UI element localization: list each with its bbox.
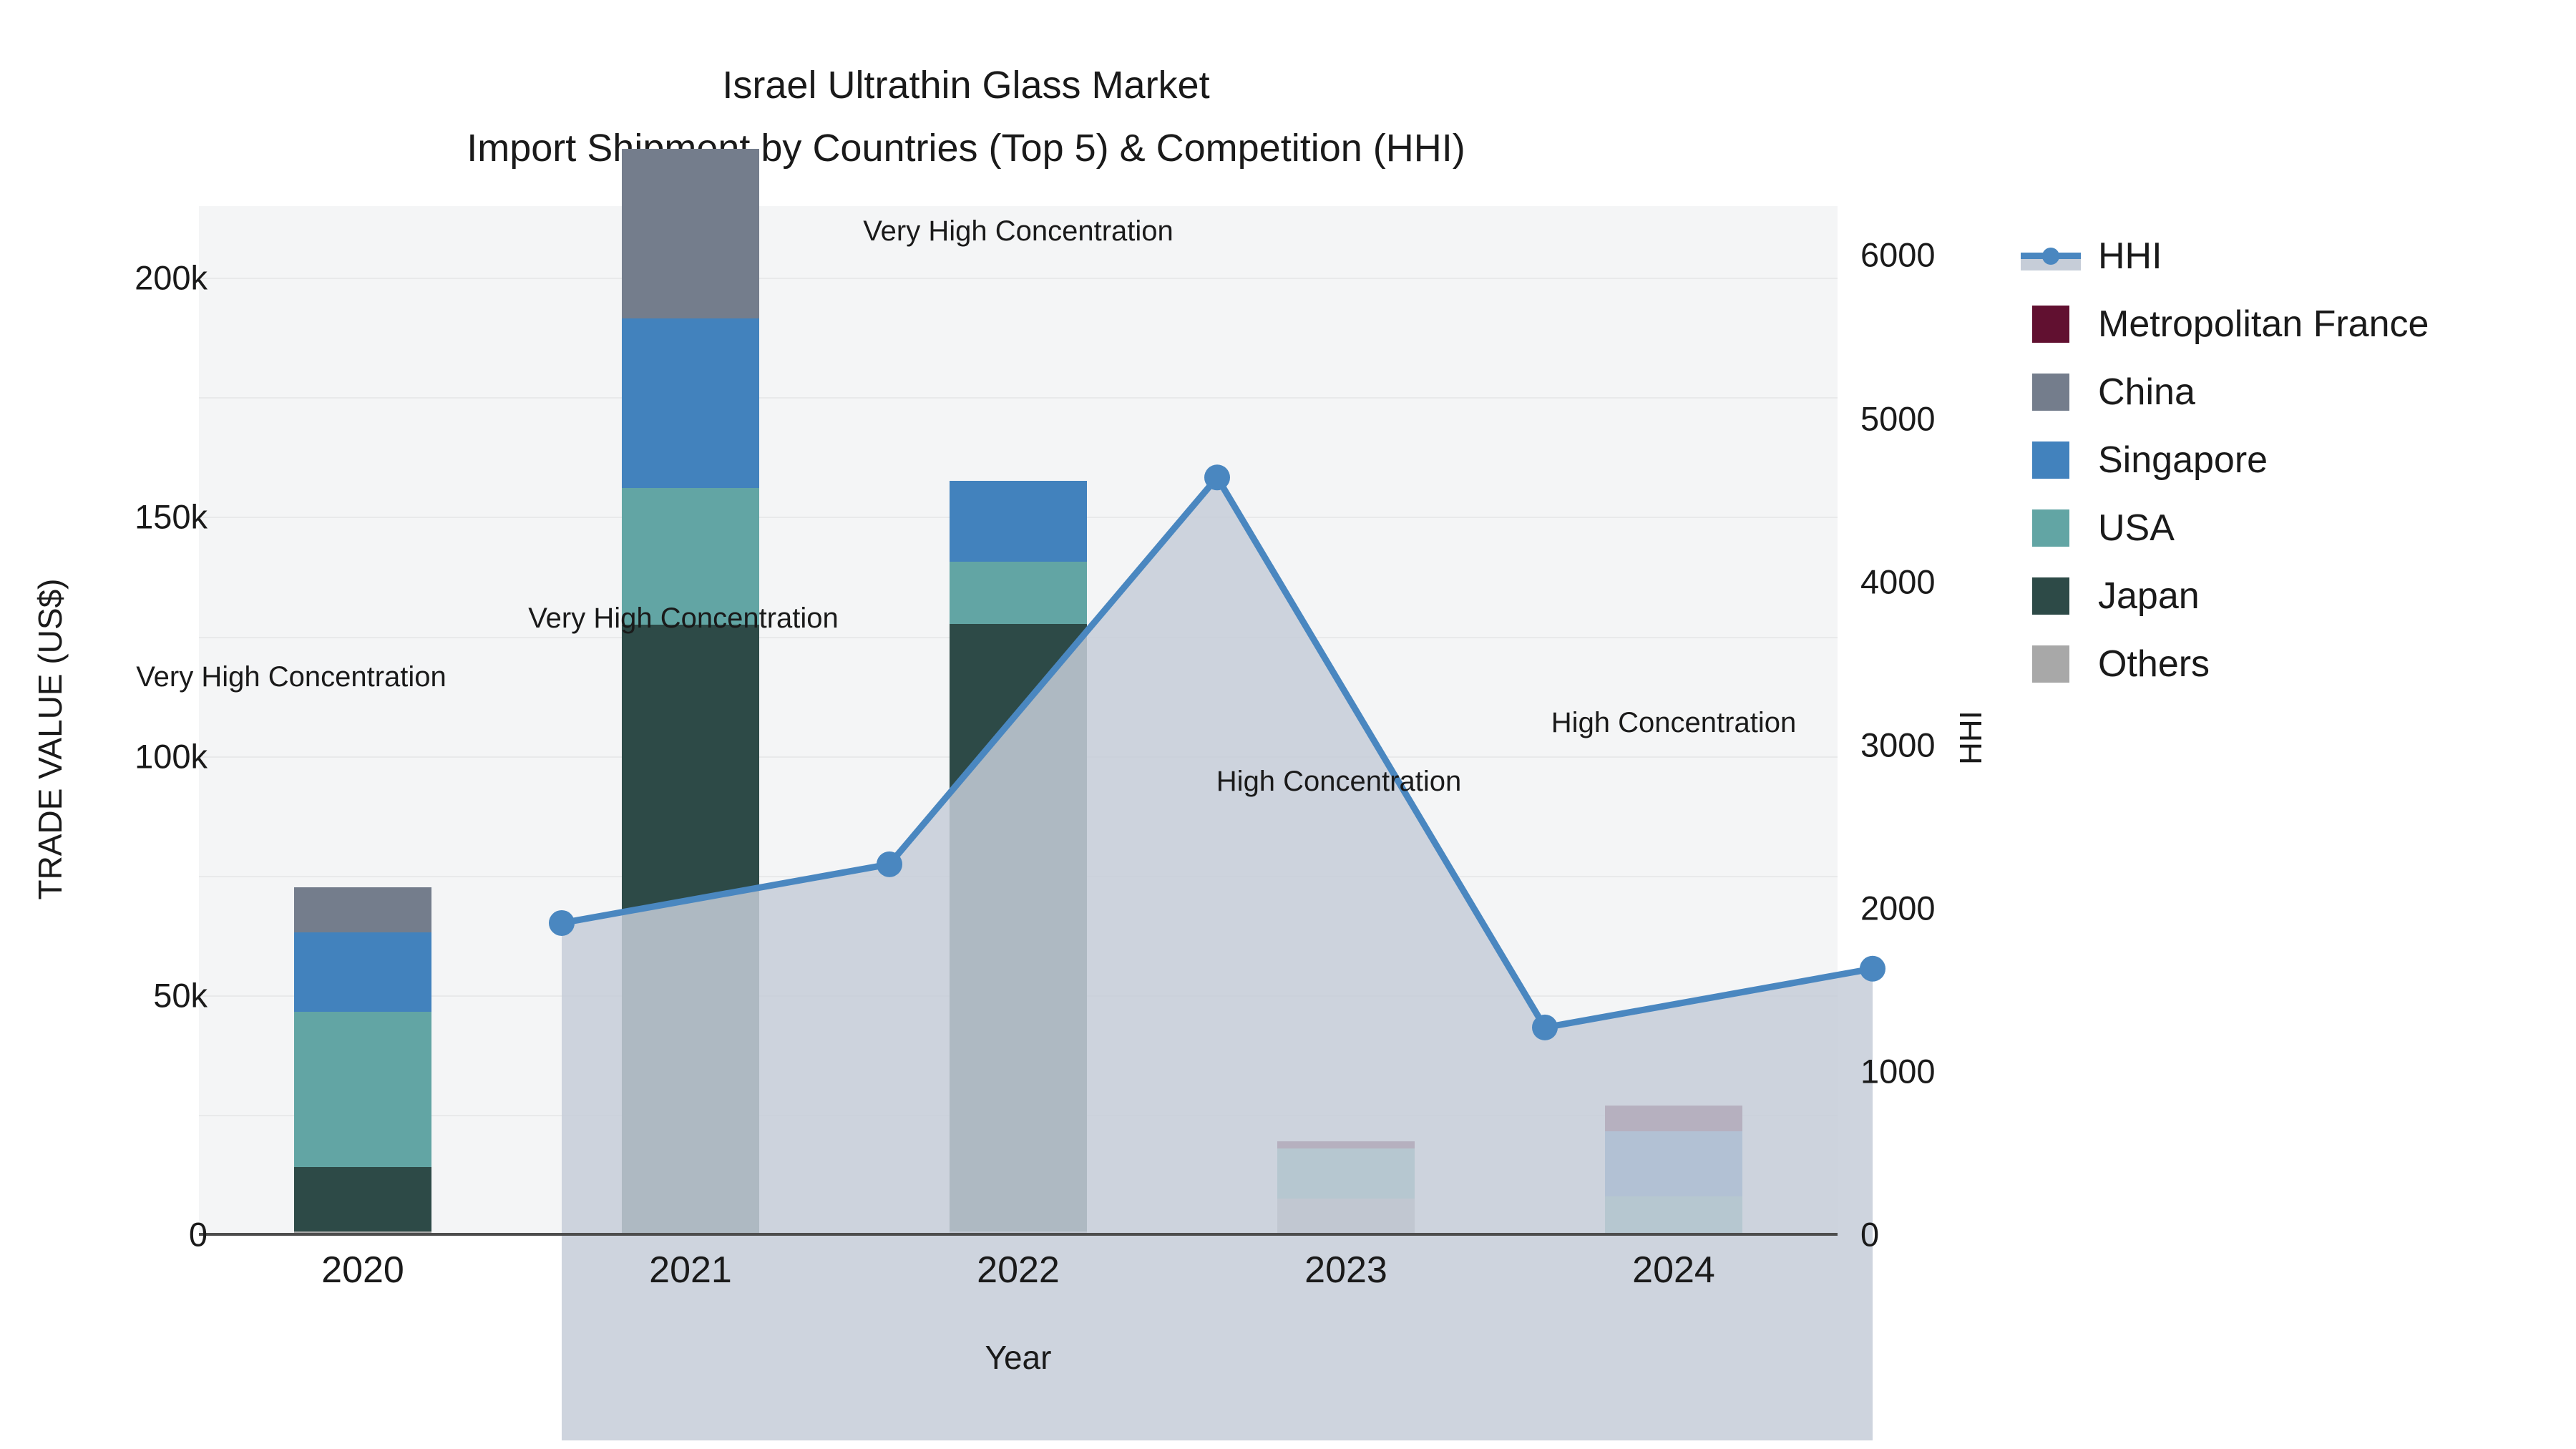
x-tick-2020: 2020 xyxy=(321,1249,404,1291)
hhi-marker-2023[interactable] xyxy=(1532,1014,1558,1040)
legend-item-china[interactable]: China xyxy=(2032,358,2562,426)
legend-swatch-icon xyxy=(2032,645,2069,683)
y-tick-left-100k: 100k xyxy=(135,737,208,776)
bar-segment-china[interactable] xyxy=(293,887,432,933)
legend-swatch-icon xyxy=(2032,305,2069,343)
hhi-area-fill xyxy=(562,477,1873,1441)
chart-title-line-1: Israel Ultrathin Glass Market xyxy=(722,64,1210,107)
legend-item-others[interactable]: Others xyxy=(2032,630,2562,698)
plot-area xyxy=(199,148,1885,1441)
y-tick-right-2000: 2000 xyxy=(1860,889,1936,927)
y-tick-right-5000: 5000 xyxy=(1860,399,1936,438)
bar-segment-singapore[interactable] xyxy=(949,480,1088,562)
legend-swatch-icon xyxy=(2032,441,2069,479)
legend-item-label: HHI xyxy=(2098,235,2162,277)
bar-segment-usa[interactable] xyxy=(621,488,760,625)
annotation-2023: High Concentration xyxy=(1216,765,1462,797)
annotation-2022: Very High Concentration xyxy=(863,215,1174,248)
hhi-marker-2022[interactable] xyxy=(1204,464,1230,491)
y-axis-left-label: TRADE VALUE (US$) xyxy=(31,578,69,900)
y-tick-right-3000: 3000 xyxy=(1860,726,1936,764)
legend-item-label: Japan xyxy=(2098,575,2200,617)
hhi-marker-2024[interactable] xyxy=(1860,955,1885,982)
x-tick-2023: 2023 xyxy=(1304,1249,1387,1291)
x-axis-label: Year xyxy=(985,1339,1052,1376)
hhi-line-overlay xyxy=(549,464,1885,1441)
chart-title-line-2: Import Shipment by Countries (Top 5) & C… xyxy=(467,127,1465,170)
legend-item-label: Singapore xyxy=(2098,439,2268,481)
legend-item-label: Metropolitan France xyxy=(2098,303,2429,345)
annotation-2024: High Concentration xyxy=(1551,706,1797,738)
gridline xyxy=(199,397,1838,399)
legend-item-hhi[interactable]: HHI xyxy=(2021,222,2562,290)
legend-item-label: Others xyxy=(2098,643,2210,685)
y-axis-right-label: HHI xyxy=(1953,711,1989,765)
hhi-marker-2020[interactable] xyxy=(549,909,575,936)
y-tick-right-6000: 6000 xyxy=(1860,235,1936,274)
annotation-2021: Very High Concentration xyxy=(528,602,839,634)
chart-title: Israel Ultrathin Glass Market Import Shi… xyxy=(0,54,1932,180)
legend-swatch-icon xyxy=(2032,373,2069,411)
y-tick-right-0: 0 xyxy=(1860,1215,1880,1254)
hhi-marker-2021[interactable] xyxy=(877,851,902,877)
bar-stack-2020[interactable] xyxy=(293,206,432,1234)
y-tick-right-4000: 4000 xyxy=(1860,562,1936,601)
bar-segment-singapore[interactable] xyxy=(293,932,432,1012)
legend-item-usa[interactable]: USA xyxy=(2032,494,2562,562)
x-tick-2021: 2021 xyxy=(649,1249,732,1291)
annotation-2020: Very High Concentration xyxy=(136,660,447,693)
bar-segment-japan[interactable] xyxy=(293,1166,432,1231)
bar-segment-usa[interactable] xyxy=(293,1011,432,1167)
hhi-line-swatch-icon xyxy=(2021,238,2081,275)
y-tick-right-1000: 1000 xyxy=(1860,1052,1936,1091)
y-tick-left-150k: 150k xyxy=(135,497,208,536)
bar-segment-singapore[interactable] xyxy=(621,318,760,489)
legend-item-label: USA xyxy=(2098,507,2175,549)
bar-segment-china[interactable] xyxy=(621,148,760,319)
legend-swatch-icon xyxy=(2032,577,2069,615)
x-tick-2022: 2022 xyxy=(977,1249,1060,1291)
x-axis-line xyxy=(199,1233,1838,1236)
legend-item-metropolitan-france[interactable]: Metropolitan France xyxy=(2032,290,2562,358)
y-tick-left-0: 0 xyxy=(188,1215,208,1254)
bar-segment-usa[interactable] xyxy=(949,562,1088,625)
gridline xyxy=(199,278,1838,280)
legend-item-japan[interactable]: Japan xyxy=(2032,562,2562,630)
y-tick-left-200k: 200k xyxy=(135,258,208,297)
x-tick-2024: 2024 xyxy=(1632,1249,1715,1291)
hhi-markers xyxy=(549,464,1885,1040)
legend-item-label: China xyxy=(2098,371,2195,413)
chart-legend: HHI Metropolitan France China Singapore USA J… xyxy=(2021,222,2562,698)
y-tick-left-50k: 50k xyxy=(153,976,208,1015)
legend-swatch-icon xyxy=(2032,509,2069,547)
legend-item-singapore[interactable]: Singapore xyxy=(2032,426,2562,494)
